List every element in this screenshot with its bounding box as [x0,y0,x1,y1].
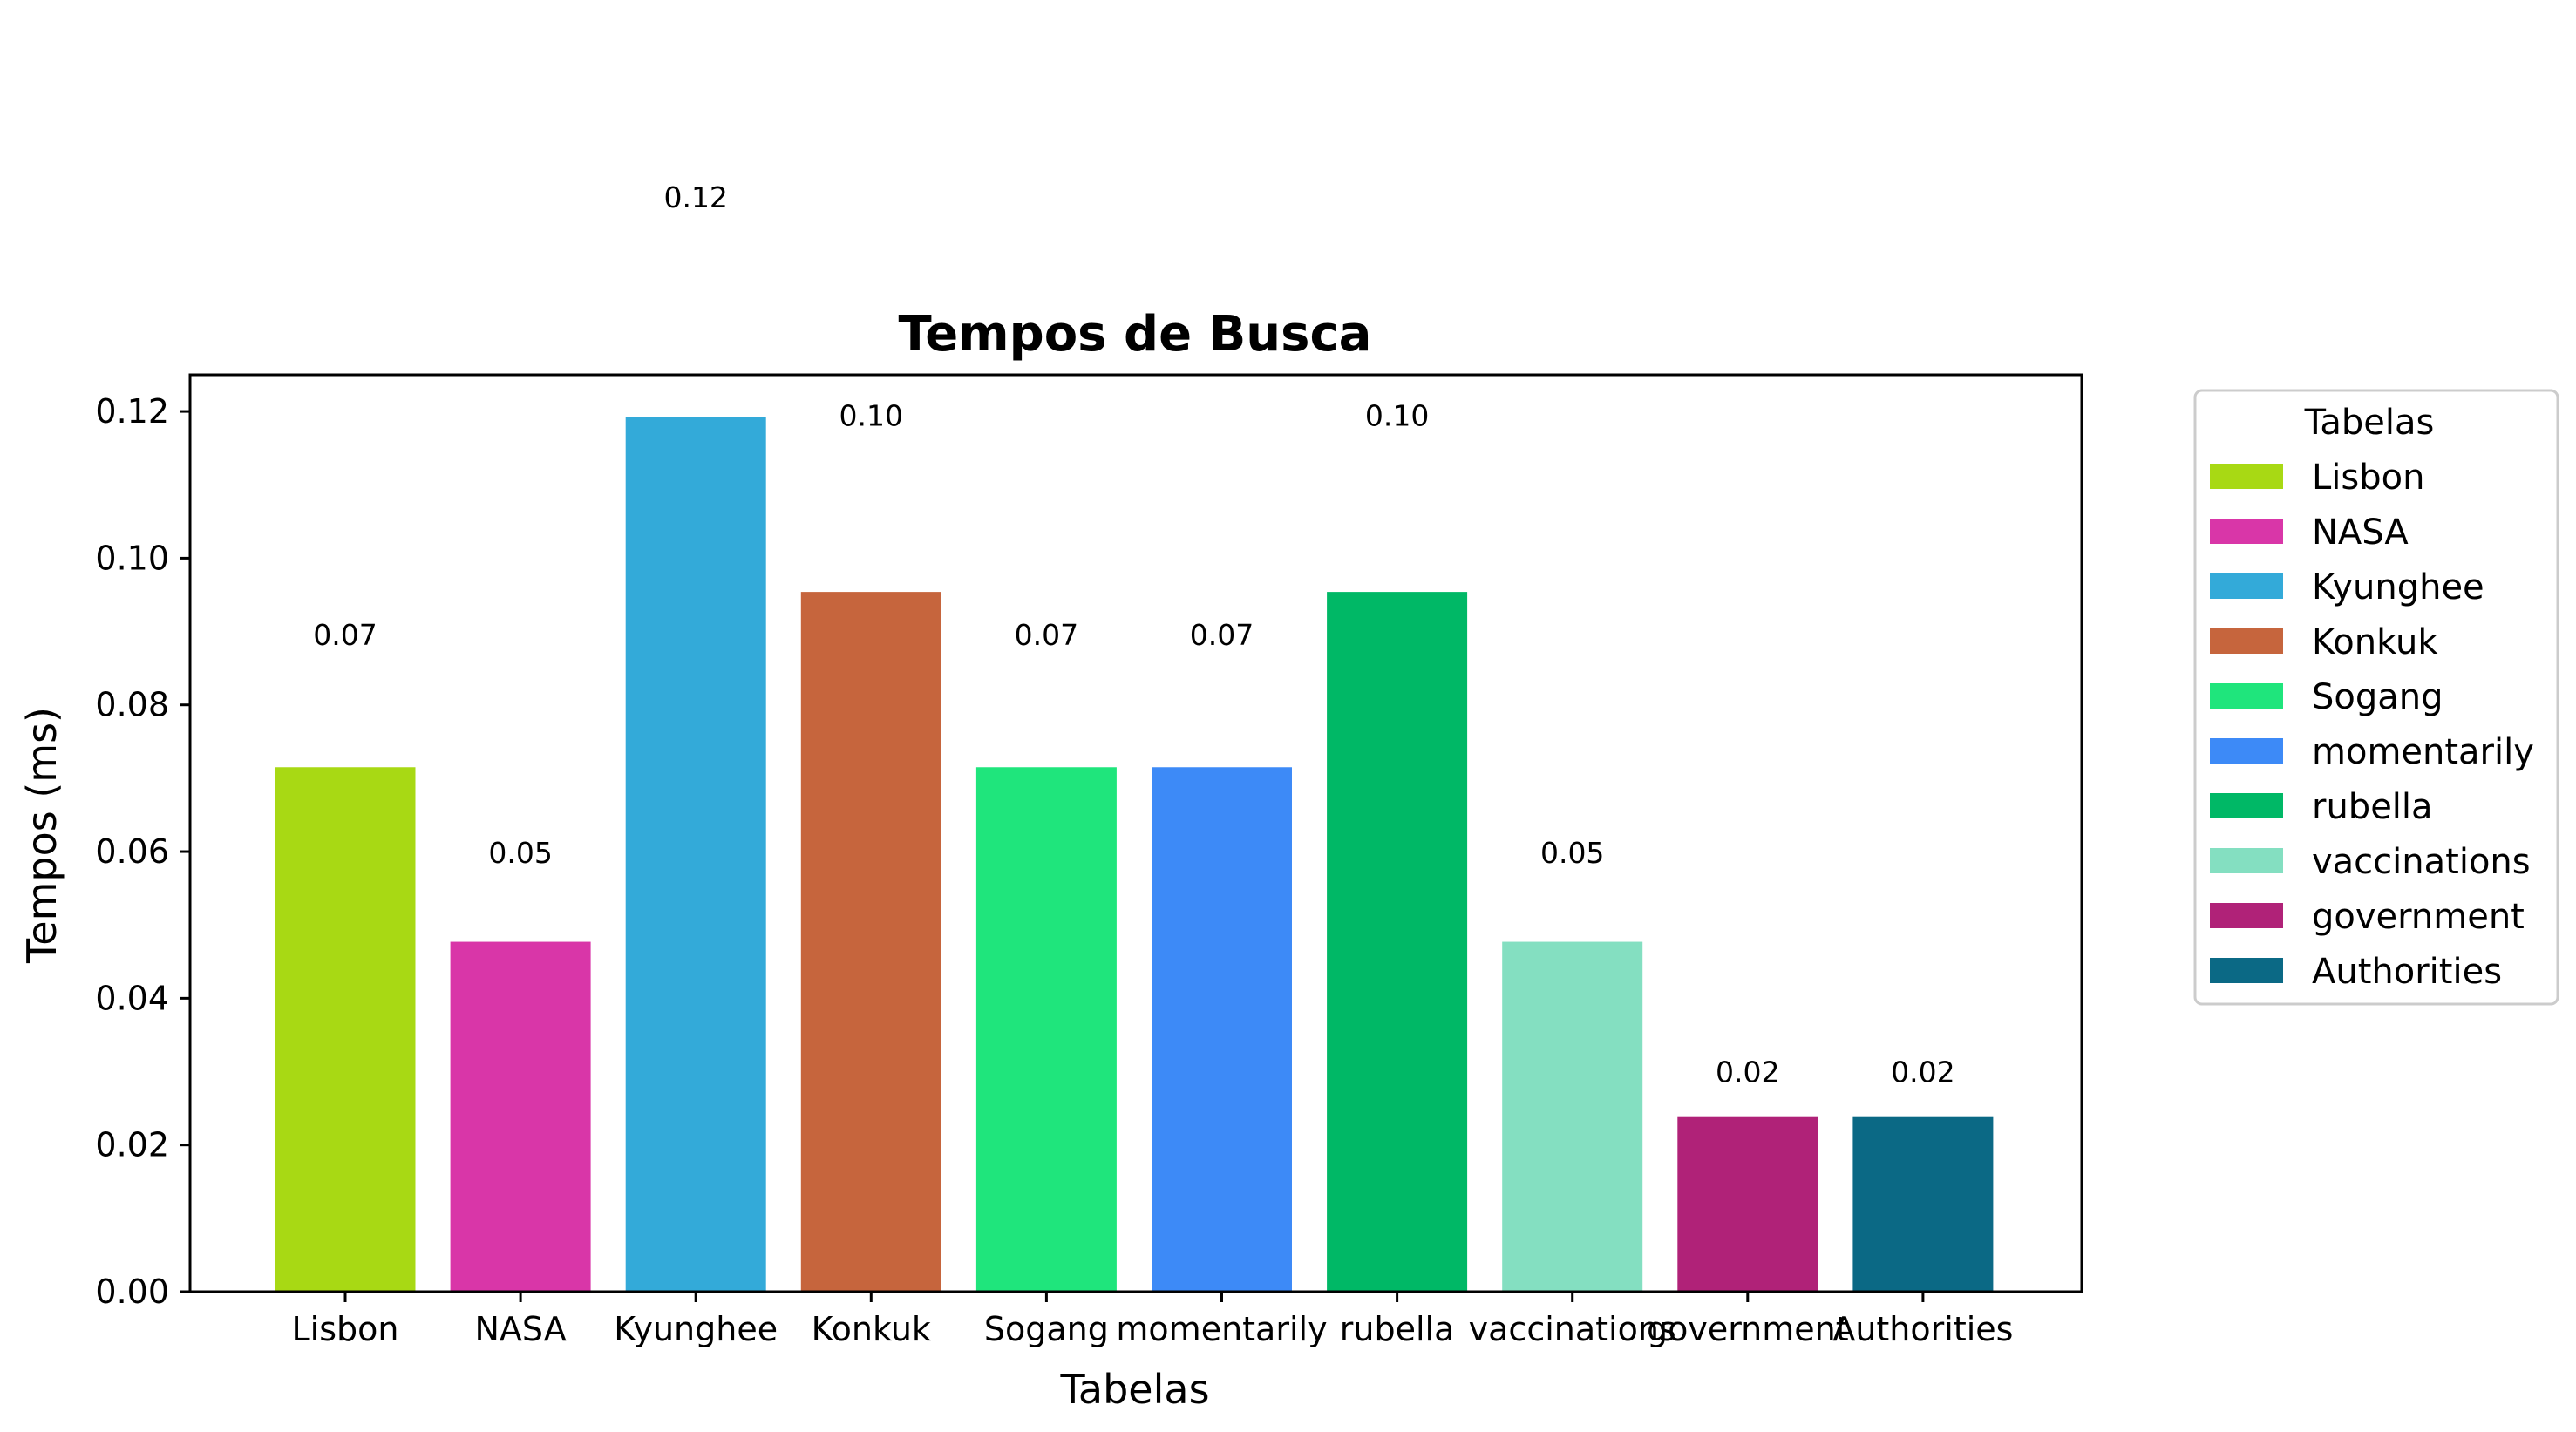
x-tick-label: Kyunghee [614,1310,778,1348]
x-tick-label: Konkuk [812,1310,931,1348]
legend-swatch [2210,848,2283,873]
data-label: 0.07 [313,618,377,652]
legend-label: Lisbon [2312,458,2424,498]
bar-konkuk [800,592,941,1292]
data-label: 0.12 [663,180,727,214]
data-label: 0.07 [1190,618,1254,652]
bar-nasa [450,941,591,1292]
data-label: 0.05 [488,836,552,870]
bar-sogang [975,767,1117,1292]
data-label: 0.10 [839,398,903,432]
data-label: 0.05 [1540,836,1604,870]
legend: Tabelas Lisbon NASA Kyunghee Konkuk Sogang mo… [2193,389,2559,1006]
legend-swatch [2210,683,2283,709]
bar-lisbon [275,767,416,1292]
legend-swatch [2210,464,2283,489]
x-tick-label: government [1647,1310,1849,1348]
legend-swatch [2210,519,2283,544]
legend-label: Sogang [2312,677,2443,717]
y-axis-title: Tempos (ms) [18,707,65,964]
y-axis: 0.00 0.02 0.04 0.06 0.08 0.10 0.12 [95,392,190,1311]
plot-frame [188,373,2083,1293]
data-label: 0.02 [1716,1055,1779,1089]
x-tick-label: momentarily [1116,1310,1327,1348]
legend-entries: Lisbon NASA Kyunghee Konkuk Sogang momentaril… [2210,458,2534,992]
legend-label: Kyunghee [2312,567,2484,607]
legend-swatch [2210,738,2283,764]
y-tick-label: 0.12 [95,392,169,431]
x-tick-label: Lisbon [292,1310,399,1348]
legend-swatch [2210,903,2283,928]
x-tick-label: Sogang [984,1310,1109,1348]
data-label: 0.02 [1891,1055,1954,1089]
legend-label: government [2312,897,2525,937]
legend-swatch [2210,628,2283,654]
y-tick-label: 0.06 [95,832,169,871]
legend-label: Konkuk [2312,622,2438,662]
legend-title: Tabelas [2304,403,2435,443]
bar-authorities [1852,1116,1994,1292]
data-label: 0.07 [1015,618,1078,652]
legend-swatch [2210,793,2283,818]
x-tick-label: NASA [474,1310,566,1348]
x-axis: Lisbon NASA Kyunghee Konkuk Sogang momentaril… [292,1292,2013,1348]
legend-box [2193,389,2559,1006]
y-tick-label: 0.08 [95,686,169,724]
y-tick-label: 0.04 [95,979,169,1017]
legend-swatch [2210,958,2283,983]
x-tick-label: Authorities [1832,1310,2013,1348]
bar-momentarily [1152,767,1292,1292]
bar-kyunghee [625,417,766,1292]
legend-label: vaccinations [2312,842,2531,882]
legend-label: NASA [2312,512,2409,553]
legend-label: Authorities [2312,952,2502,992]
legend-swatch [2210,573,2283,599]
y-tick-label: 0.00 [95,1273,169,1311]
x-axis-title: Tabelas [1059,1366,1209,1413]
y-tick-label: 0.02 [95,1126,169,1164]
bar-rubella [1327,592,1468,1292]
data-label: 0.10 [1365,398,1429,432]
x-tick-label: rubella [1340,1310,1455,1348]
legend-label: rubella [2312,787,2433,827]
legend-label: momentarily [2312,732,2534,772]
bar-vaccinations [1502,941,1643,1292]
data-labels-layer: 0.07 0.05 0.12 0.10 0.07 0.07 0.10 0.05 0.02 0.02 [313,180,1954,1089]
x-tick-label: vaccinations [1469,1310,1676,1348]
bar-government [1677,1116,1818,1292]
y-tick-label: 0.10 [95,539,169,577]
bars-layer [275,417,1994,1292]
chart-title: Tempos de Busca [899,306,1372,363]
